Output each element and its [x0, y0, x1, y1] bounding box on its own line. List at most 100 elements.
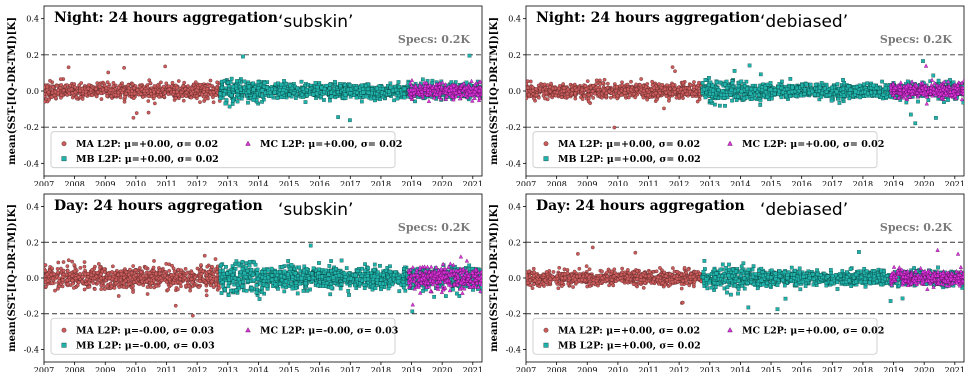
data-point — [706, 83, 711, 87]
data-point — [629, 87, 633, 92]
data-point — [388, 85, 393, 90]
data-point — [716, 88, 721, 92]
x-tick-label: 2012 — [187, 180, 207, 186]
data-point — [684, 92, 689, 96]
data-point — [622, 91, 627, 95]
data-point — [83, 89, 88, 94]
data-point — [304, 87, 309, 92]
data-point — [116, 90, 121, 95]
data-point — [573, 91, 578, 96]
data-point — [650, 79, 655, 84]
data-point — [598, 82, 603, 86]
data-point — [99, 97, 104, 101]
data-point — [130, 82, 135, 87]
data-point — [959, 97, 964, 102]
data-point — [679, 87, 683, 91]
data-point — [327, 86, 332, 91]
data-point — [46, 90, 51, 95]
data-point — [464, 91, 469, 96]
data-point — [364, 83, 368, 88]
data-point — [166, 92, 171, 96]
data-point — [211, 90, 216, 95]
data-point — [802, 87, 807, 92]
data-point — [69, 87, 74, 92]
data-point — [722, 93, 727, 97]
data-point — [703, 78, 708, 82]
data-point — [402, 92, 406, 96]
data-point — [348, 118, 352, 123]
data-point — [542, 82, 547, 87]
data-point — [526, 92, 531, 97]
data-point — [223, 101, 228, 106]
data-point — [668, 86, 672, 91]
data-point — [433, 85, 439, 90]
data-point — [758, 103, 763, 107]
data-point — [443, 96, 448, 101]
data-point — [748, 91, 753, 96]
data-point — [164, 81, 169, 86]
data-point — [709, 98, 713, 103]
data-point — [473, 86, 479, 91]
data-point — [609, 95, 613, 100]
data-point — [921, 59, 925, 63]
data-point — [61, 88, 66, 93]
data-point — [569, 91, 574, 96]
data-point — [450, 94, 455, 99]
data-point — [549, 81, 553, 86]
data-point — [924, 101, 929, 106]
data-point — [779, 86, 784, 91]
data-point — [395, 91, 400, 95]
data-point — [182, 80, 187, 85]
data-point — [619, 93, 624, 97]
data-point — [238, 87, 243, 92]
data-point — [526, 85, 530, 90]
data-point — [449, 80, 454, 85]
y-tick-label: 0.4 — [508, 15, 521, 24]
data-point — [464, 80, 469, 85]
data-point — [478, 79, 482, 84]
data-point — [387, 89, 391, 94]
data-point — [747, 63, 752, 68]
data-point — [667, 98, 671, 103]
data-point — [230, 102, 235, 106]
data-point — [388, 81, 393, 86]
data-point — [926, 98, 931, 102]
data-point — [260, 88, 265, 93]
data-point — [645, 97, 650, 102]
data-point — [668, 91, 672, 96]
data-point — [369, 96, 373, 101]
data-point — [708, 92, 712, 96]
data-point — [184, 94, 188, 98]
data-point — [218, 91, 223, 96]
data-point — [275, 96, 280, 100]
data-point — [559, 95, 564, 100]
data-point — [550, 86, 555, 91]
data-point — [194, 94, 199, 99]
data-point — [118, 95, 123, 100]
data-point — [251, 81, 255, 86]
data-point — [439, 84, 444, 89]
data-point — [869, 90, 874, 95]
data-point — [594, 78, 599, 83]
data-point — [725, 86, 730, 90]
data-point — [366, 87, 370, 91]
data-point — [612, 94, 617, 99]
scatter-points — [526, 59, 964, 130]
data-point — [739, 79, 744, 84]
data-point — [729, 87, 734, 92]
data-point — [260, 93, 264, 98]
data-point — [218, 96, 223, 101]
data-point — [378, 97, 382, 102]
data-point — [810, 89, 815, 94]
data-point — [327, 82, 332, 87]
data-point — [167, 87, 172, 92]
data-point — [198, 100, 202, 104]
data-point — [160, 87, 165, 92]
data-point — [892, 95, 898, 100]
data-point — [120, 90, 125, 95]
data-point — [99, 91, 103, 96]
data-point — [268, 90, 272, 95]
data-point — [749, 87, 754, 91]
data-point — [90, 93, 94, 98]
y-tick-label: 0.4 — [26, 15, 39, 24]
